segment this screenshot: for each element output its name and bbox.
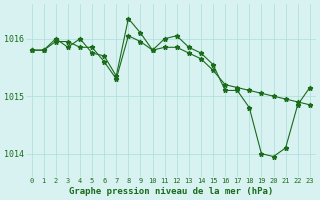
X-axis label: Graphe pression niveau de la mer (hPa): Graphe pression niveau de la mer (hPa) [68, 187, 273, 196]
